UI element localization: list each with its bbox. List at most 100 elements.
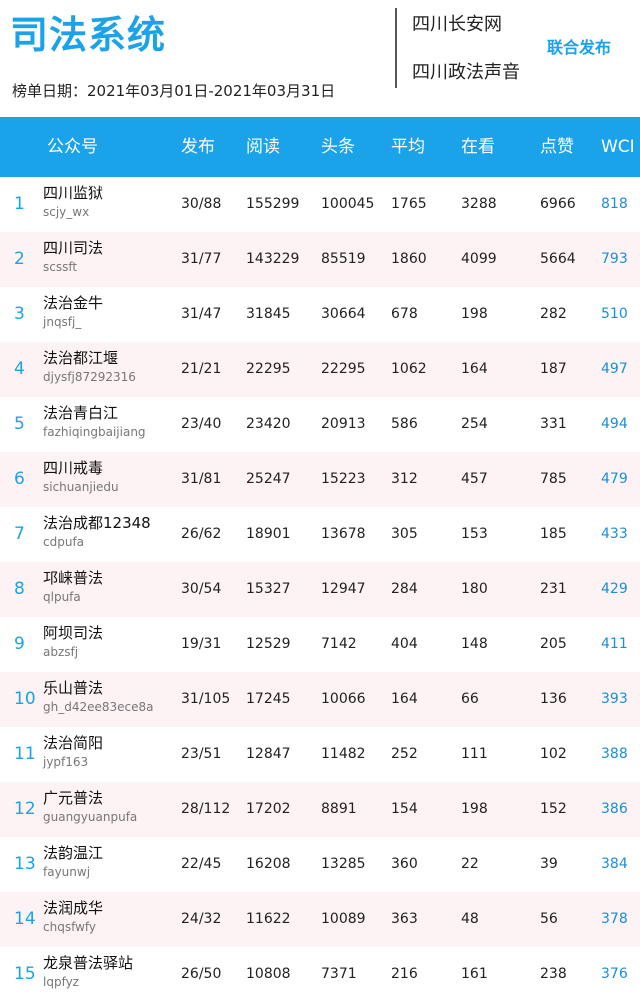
watching-count: 198 — [461, 801, 488, 817]
publisher-1: 四川长安网 — [412, 14, 502, 35]
table-row: 4 法治都江堰 djysfj87292316 21/21 22295 22295 1062 1… — [0, 342, 640, 397]
read-count: 18901 — [246, 526, 291, 542]
headline-read-count: 11482 — [321, 746, 366, 762]
average-read-count: 586 — [391, 416, 418, 432]
watching-count: 254 — [461, 416, 488, 432]
watching-count: 22 — [461, 856, 479, 872]
table-row: 9 阿坝司法 abzsfj 19/31 12529 7142 404 148 205 411 — [0, 617, 640, 672]
headline-read-count: 22295 — [321, 361, 366, 377]
headline-read-count: 13285 — [321, 856, 366, 872]
account-id: jnqsfj_ — [43, 315, 82, 329]
publish-count: 30/88 — [181, 196, 222, 212]
watching-count: 4099 — [461, 251, 497, 267]
account-id: cdpufa — [43, 535, 85, 549]
read-count: 12529 — [246, 636, 291, 652]
rank-number: 11 — [14, 744, 36, 764]
account-id: scjy_wx — [43, 205, 90, 219]
watching-count: 198 — [461, 306, 488, 322]
account-name: 广元普法 — [43, 789, 104, 807]
headline-read-count: 12947 — [321, 581, 366, 597]
headline-read-count: 13678 — [321, 526, 366, 542]
likes-count: 6966 — [540, 196, 576, 212]
publish-count: 19/31 — [181, 636, 222, 652]
col-read-header: 阅读 — [246, 137, 280, 157]
read-count: 11622 — [246, 911, 291, 927]
account-id: jypf163 — [43, 755, 89, 769]
table-row: 14 法润成华 chqsfwfy 24/32 11622 10089 363 48 56 378 — [0, 892, 640, 947]
account-id: sichuanjiedu — [43, 480, 119, 494]
average-read-count: 284 — [391, 581, 418, 597]
wci-score: 411 — [601, 636, 628, 652]
average-read-count: 1860 — [391, 251, 427, 267]
watching-count: 148 — [461, 636, 488, 652]
wci-score: 433 — [601, 526, 628, 542]
rank-number: 6 — [14, 469, 25, 489]
headline-read-count: 10066 — [321, 691, 366, 707]
wci-score: 378 — [601, 911, 628, 927]
likes-count: 39 — [540, 856, 558, 872]
table-row: 11 法治简阳 jypf163 23/51 12847 11482 252 111 102 388 — [0, 727, 640, 782]
rank-number: 7 — [14, 524, 25, 544]
publisher-2: 四川政法声音 — [412, 62, 520, 83]
account-name: 法治青白江 — [43, 404, 119, 422]
col-likes-header: 点赞 — [540, 137, 574, 157]
publish-count: 26/50 — [181, 966, 222, 982]
col-account-header: 公众号 — [47, 137, 98, 157]
wci-score: 429 — [601, 581, 628, 597]
likes-count: 238 — [540, 966, 567, 982]
likes-count: 282 — [540, 306, 567, 322]
likes-count: 102 — [540, 746, 567, 762]
account-id: scssft — [43, 260, 78, 274]
likes-count: 331 — [540, 416, 567, 432]
read-count: 25247 — [246, 471, 291, 487]
average-read-count: 404 — [391, 636, 418, 652]
header-divider — [395, 8, 397, 88]
wci-score: 793 — [601, 251, 628, 267]
read-count: 16208 — [246, 856, 291, 872]
account-id: gh_d42ee83ece8a — [43, 700, 154, 714]
read-count: 12847 — [246, 746, 291, 762]
joint-release-label: 联合发布 — [547, 38, 612, 57]
watching-count: 457 — [461, 471, 488, 487]
average-read-count: 164 — [391, 691, 418, 707]
watching-count: 3288 — [461, 196, 497, 212]
rank-number: 8 — [14, 579, 25, 599]
ranking-table-body: 1 四川监狱 scjy_wx 30/88 155299 100045 1765 3288 696… — [0, 177, 640, 1002]
average-read-count: 1765 — [391, 196, 427, 212]
publish-count: 21/21 — [181, 361, 222, 377]
headline-read-count: 15223 — [321, 471, 366, 487]
read-count: 23420 — [246, 416, 291, 432]
read-count: 10808 — [246, 966, 291, 982]
table-row: 5 法治青白江 fazhiqingbaijiang 23/40 23420 20913 58… — [0, 397, 640, 452]
account-id: guangyuanpufa — [43, 810, 138, 824]
account-id: abzsfj — [43, 645, 79, 659]
wci-score: 497 — [601, 361, 628, 377]
table-row: 1 四川监狱 scjy_wx 30/88 155299 100045 1765 3288 696… — [0, 177, 640, 232]
read-count: 143229 — [246, 251, 300, 267]
account-id: fayunwj — [43, 865, 91, 879]
wci-score: 384 — [601, 856, 628, 872]
table-row: 13 法韵温江 fayunwj 22/45 16208 13285 360 22 39 384 — [0, 837, 640, 892]
col-headline-header: 头条 — [321, 137, 355, 157]
likes-count: 785 — [540, 471, 567, 487]
table-row: 2 四川司法 scssft 31/77 143229 85519 1860 4099 5664 7… — [0, 232, 640, 287]
publish-count: 24/32 — [181, 911, 222, 927]
account-id: djysfj87292316 — [43, 370, 136, 384]
average-read-count: 216 — [391, 966, 418, 982]
account-name: 邛崃普法 — [43, 569, 104, 587]
publish-count: 31/105 — [181, 691, 231, 707]
rank-number: 10 — [14, 689, 36, 709]
likes-count: 56 — [540, 911, 558, 927]
account-name: 四川司法 — [43, 239, 104, 257]
account-id: chqsfwfy — [43, 920, 97, 934]
account-name: 乐山普法 — [43, 679, 104, 697]
watching-count: 48 — [461, 911, 479, 927]
average-read-count: 363 — [391, 911, 418, 927]
publish-count: 22/45 — [181, 856, 222, 872]
wci-score: 376 — [601, 966, 628, 982]
rank-number: 2 — [14, 249, 25, 269]
rank-number: 13 — [14, 854, 36, 874]
likes-count: 187 — [540, 361, 567, 377]
headline-read-count: 10089 — [321, 911, 366, 927]
rank-number: 14 — [14, 909, 36, 929]
